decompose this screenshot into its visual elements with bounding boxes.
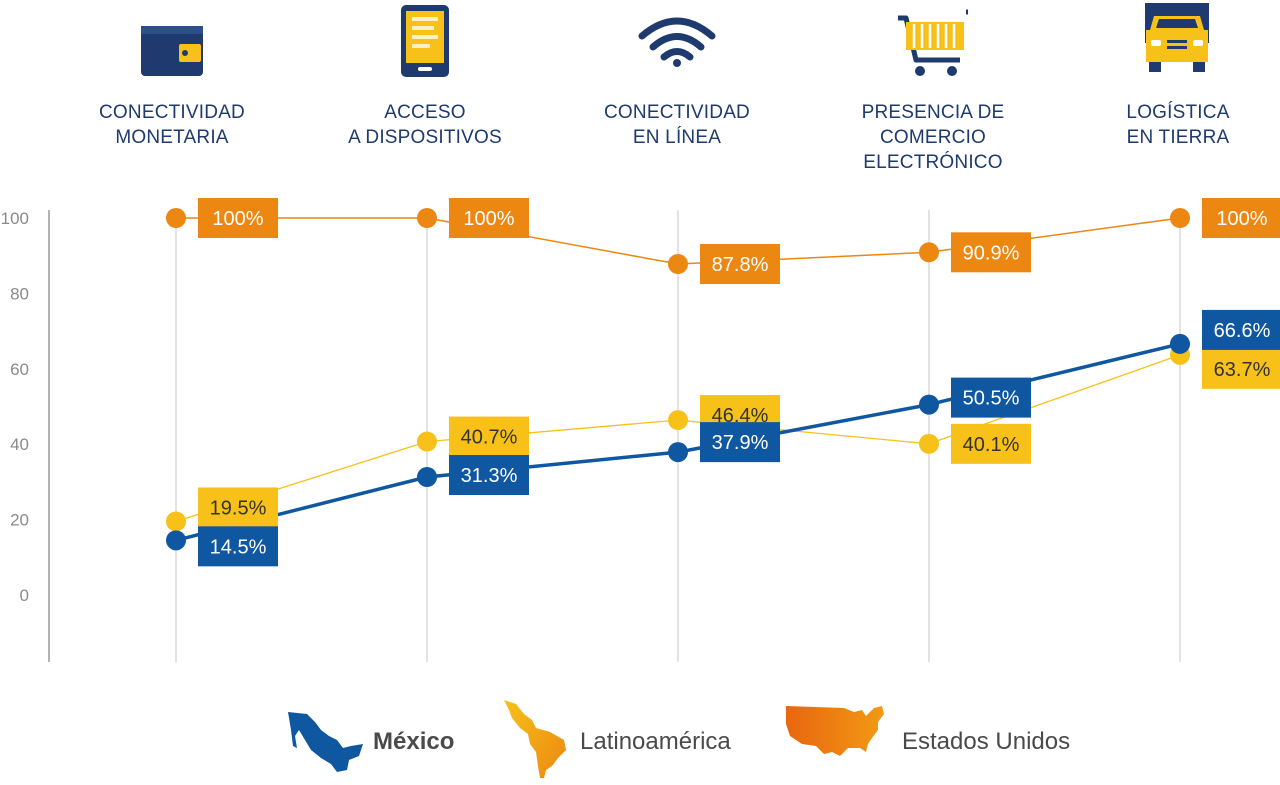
category-acceso-dispositivos: ACCESO A DISPOSITIVOS (300, 0, 550, 148)
data-point-usa (166, 208, 186, 228)
data-label-mexico: 31.3% (461, 465, 518, 487)
category-label: CONECTIVIDAD EN LÍNEA (604, 102, 750, 148)
latin-america-map-icon (504, 700, 566, 778)
data-label-box-usa (951, 232, 1031, 273)
data-label-mexico: 14.5% (210, 536, 267, 558)
data-label-box-mexico (449, 454, 529, 495)
data-label-box-usa (700, 243, 780, 284)
data-label-latam: 40.1% (963, 434, 1020, 456)
data-label-box-latam (1202, 348, 1280, 389)
legend-item-usa: Estados Unidos (782, 700, 1070, 780)
legend: México Latinoamérica Estados Unidos (0, 700, 1280, 780)
tablet-icon (401, 5, 449, 77)
data-label-box-latam (198, 487, 278, 528)
data-label-mexico: 66.6% (1214, 320, 1271, 342)
data-point-latam (668, 410, 688, 431)
y-tick-label: 60 (10, 360, 29, 379)
data-label-latam: 40.7% (461, 427, 518, 449)
data-label-mexico: 37.9% (712, 432, 769, 454)
category-label: ACCESO A DISPOSITIVOS (348, 102, 502, 148)
data-label-mexico: 50.5% (963, 388, 1020, 410)
legend-label-mexico: México (373, 728, 455, 755)
mexico-map-icon (288, 712, 363, 772)
data-point-usa (919, 242, 939, 263)
data-point-latam (417, 431, 437, 452)
legend-label-latam: Latinoamérica (580, 728, 731, 755)
category-label: LOGÍSTICA EN TIERRA (1126, 102, 1230, 148)
data-label-box-usa (449, 198, 529, 238)
data-point-latam (919, 433, 939, 454)
category-conectividad-en-linea: CONECTIVIDAD EN LÍNEA (552, 0, 802, 148)
data-label-box-latam (951, 423, 1031, 464)
data-point-mexico (1170, 333, 1190, 354)
data-point-mexico (417, 466, 437, 487)
data-label-box-usa (198, 198, 278, 238)
usa-map-icon (786, 706, 884, 756)
line-chart: 0 20 40 60 80 100 100% 100% 87.8% 90.9% 100% 19.5%… (1, 198, 1280, 662)
y-tick-label: 0 (20, 586, 29, 605)
data-label-usa: 100% (212, 208, 263, 230)
y-tick-label: 20 (10, 511, 29, 530)
data-label-latam: 19.5% (210, 497, 267, 519)
category-conectividad-monetaria: CONECTIVIDAD MONETARIA (47, 0, 297, 148)
data-point-usa (417, 208, 437, 228)
data-label-box-mexico (1202, 309, 1280, 350)
y-tick-label: 40 (10, 435, 29, 454)
legend-label-usa: Estados Unidos (902, 728, 1071, 755)
data-point-mexico (166, 530, 186, 551)
wifi-icon (638, 17, 716, 67)
y-tick-label: 100 (1, 209, 29, 228)
category-label: CONECTIVIDAD MONETARIA (99, 102, 245, 148)
grid-layer (175, 210, 1181, 662)
data-point-usa (668, 253, 688, 274)
data-label-box-latam (449, 416, 529, 457)
data-label-usa: 100% (1216, 208, 1267, 230)
y-axis: 0 20 40 60 80 100 (1, 209, 50, 662)
data-point-mexico (919, 394, 939, 415)
y-tick-label: 80 (10, 284, 29, 303)
data-label-box-mexico (198, 526, 278, 567)
data-labels: 100% 100% 87.8% 90.9% 100% 19.5% 40.7% 46.4% 40.… (198, 198, 1280, 567)
data-point-mexico (668, 442, 688, 463)
category-comercio-electronico: PRESENCIA DE COMERCIO ELECTRÓNICO (808, 0, 1058, 173)
wallet-icon (141, 26, 203, 76)
legend-item-latam: Latinoamérica (502, 700, 731, 780)
truck-icon (1145, 3, 1209, 72)
data-label-latam: 46.4% (712, 405, 769, 427)
data-label-usa: 90.9% (963, 242, 1020, 264)
category-label: PRESENCIA DE COMERCIO ELECTRÓNICO (861, 102, 1005, 173)
data-label-usa: 100% (463, 208, 514, 230)
data-label-box-usa (1202, 198, 1280, 238)
data-label-box-mexico (700, 422, 780, 463)
category-logistica-tierra: LOGÍSTICA EN TIERRA (1053, 0, 1280, 148)
data-label-box-mexico (951, 377, 1031, 418)
data-label-latam: 63.7% (1214, 359, 1271, 381)
shopping-cart-icon (898, 9, 968, 76)
series-points (166, 208, 1190, 551)
data-label-usa: 87.8% (712, 254, 769, 276)
data-point-latam (166, 511, 186, 532)
data-point-usa (1170, 208, 1190, 228)
